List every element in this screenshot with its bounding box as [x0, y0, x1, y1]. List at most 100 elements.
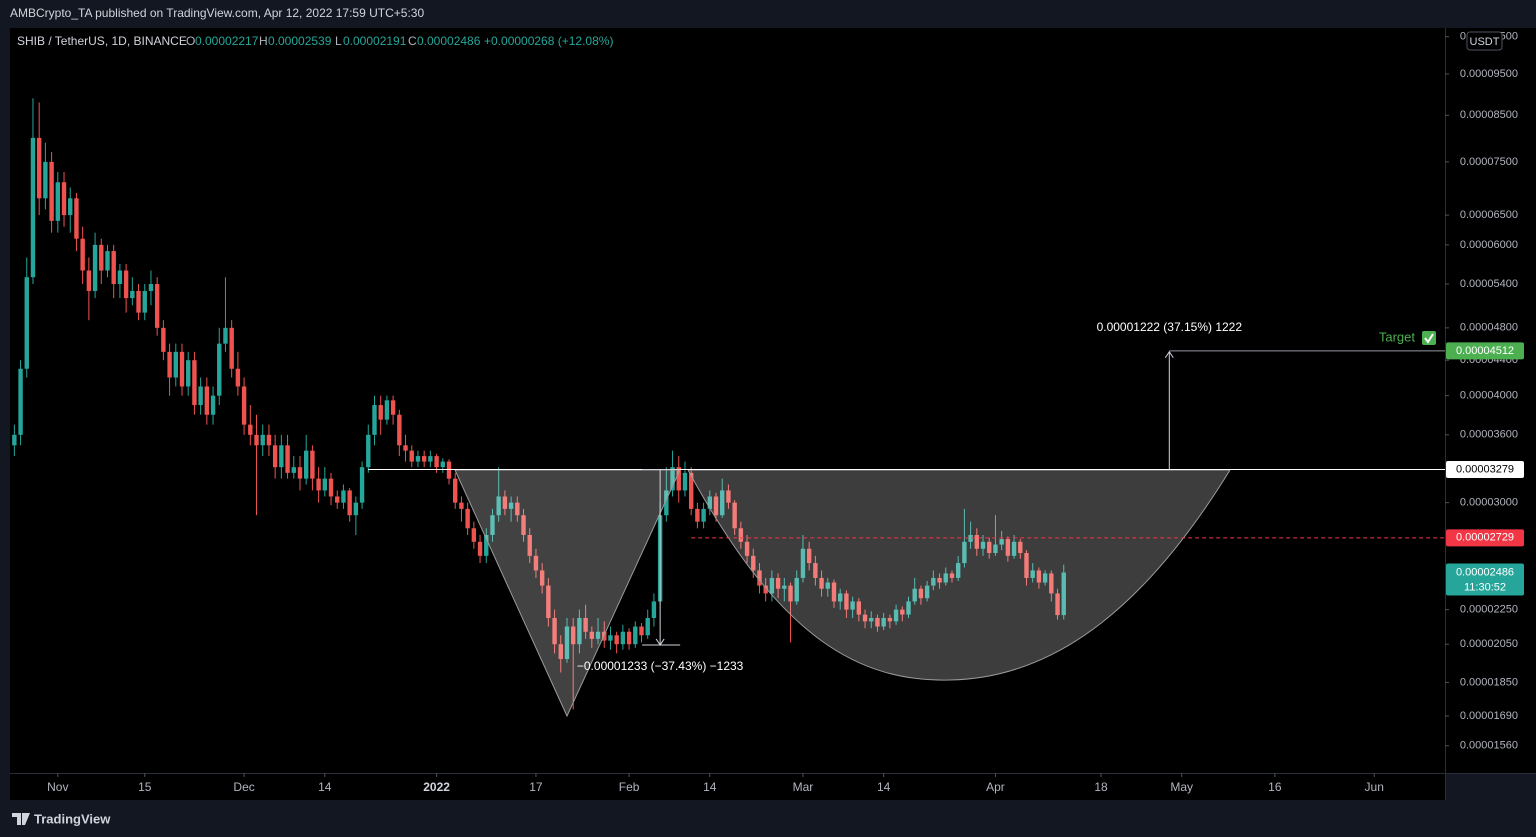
- candle-body: [397, 414, 402, 446]
- candle-body: [726, 490, 731, 503]
- time-axis: [10, 774, 1445, 800]
- candle-body: [403, 445, 408, 451]
- candle-body: [732, 502, 737, 529]
- candle-body: [570, 626, 576, 645]
- x-tick-label: 14: [877, 780, 891, 794]
- x-tick-label: Apr: [986, 780, 1005, 794]
- candle-body: [279, 445, 284, 468]
- candle-body: [831, 582, 837, 602]
- candle-body: [61, 182, 67, 216]
- target-check: [1422, 331, 1436, 345]
- candle-body: [291, 467, 296, 473]
- candle-body: [788, 585, 793, 602]
- candle-body: [1030, 570, 1035, 578]
- y-tick-label: 0.00001690: [1460, 710, 1518, 722]
- candle-body: [130, 290, 135, 299]
- candle-body: [335, 496, 340, 503]
- candle-body: [167, 351, 172, 378]
- candle-body: [471, 528, 477, 542]
- candle-body: [664, 490, 669, 516]
- y-tick-label: 0.00006500: [1460, 209, 1518, 221]
- candle-body: [111, 251, 116, 285]
- y-tick-label: 0.00004000: [1460, 390, 1518, 402]
- candle-body: [154, 284, 160, 328]
- candle-body: [1055, 593, 1060, 616]
- x-tick-label: 2022: [423, 780, 450, 794]
- price-label-text: 0.00002486: [1456, 566, 1514, 578]
- candle-body: [763, 585, 768, 594]
- candle-body: [285, 445, 290, 473]
- candle-body: [428, 456, 433, 462]
- candle-body: [24, 277, 29, 369]
- candle-body: [1061, 572, 1066, 616]
- symbol-legend: SHIB / TetherUS, 1D, BINANCE O 0.0000221…: [17, 34, 613, 48]
- candle-body: [390, 400, 396, 415]
- candle-body: [1042, 573, 1048, 583]
- candle-body: [179, 351, 185, 387]
- legend-change: +0.00000268 (+12.08%): [484, 34, 613, 48]
- candle-body: [614, 635, 619, 645]
- candle-body: [30, 137, 36, 278]
- candle-body: [838, 593, 843, 602]
- candle-body: [955, 563, 961, 578]
- candle-body: [757, 570, 762, 586]
- candle-body: [744, 541, 750, 556]
- y-tick-label: 0.00001850: [1460, 676, 1518, 688]
- candle-body: [421, 456, 427, 462]
- candle-body: [987, 541, 992, 553]
- candle-body: [620, 631, 626, 645]
- candle-body: [372, 405, 377, 435]
- candle-body: [266, 434, 272, 446]
- candle-body: [1036, 570, 1042, 583]
- candle-body: [695, 508, 700, 522]
- check-box: [1422, 331, 1436, 345]
- currency-badge[interactable]: [1466, 31, 1503, 51]
- candle-body: [415, 456, 421, 462]
- price-label-text: 0.00002729: [1456, 532, 1514, 544]
- x-tick-label: Mar: [793, 780, 814, 794]
- candle-body: [875, 617, 880, 627]
- price-axis: [1446, 28, 1536, 773]
- candle-body: [502, 496, 508, 509]
- candle-body: [626, 631, 632, 645]
- candle-body: [409, 450, 414, 462]
- candle-body: [86, 270, 92, 291]
- candle-body: [1018, 541, 1023, 553]
- candle-body: [912, 588, 917, 602]
- level-note: Target: [1379, 329, 1416, 344]
- candle-body: [769, 577, 775, 594]
- candle-body: [68, 198, 73, 216]
- candle-body: [508, 502, 514, 509]
- candle-body: [43, 161, 48, 199]
- candle-body: [55, 182, 61, 221]
- candle-body: [720, 490, 725, 516]
- candle-body: [533, 555, 539, 571]
- candle-body: [328, 478, 334, 497]
- candle-body: [707, 496, 713, 509]
- candle-body: [198, 386, 203, 406]
- candle-body: [887, 617, 893, 622]
- candle-body: [869, 617, 874, 622]
- candle-body: [515, 502, 520, 516]
- candle-body: [968, 534, 973, 542]
- candle-body: [564, 626, 570, 660]
- price-label-text: 0.00003279: [1456, 463, 1514, 475]
- candle-body: [210, 395, 216, 415]
- candle-body: [92, 244, 98, 291]
- candle-body: [36, 137, 42, 199]
- candle-body: [359, 467, 365, 503]
- candle-body: [1049, 573, 1054, 594]
- candle-body: [937, 577, 942, 583]
- candle-body: [918, 588, 924, 599]
- candle-body: [800, 548, 806, 578]
- publisher: AMBCrypto_TA published on TradingView.co…: [10, 6, 424, 20]
- candle-body: [99, 244, 104, 271]
- legend-label: L: [335, 34, 342, 48]
- legend-value: 0.00002486: [417, 34, 481, 48]
- candle-body: [353, 502, 359, 516]
- candle-body: [583, 617, 588, 632]
- cup-shape: [687, 469, 1231, 681]
- candle-body: [12, 434, 17, 446]
- candle-body: [633, 626, 638, 645]
